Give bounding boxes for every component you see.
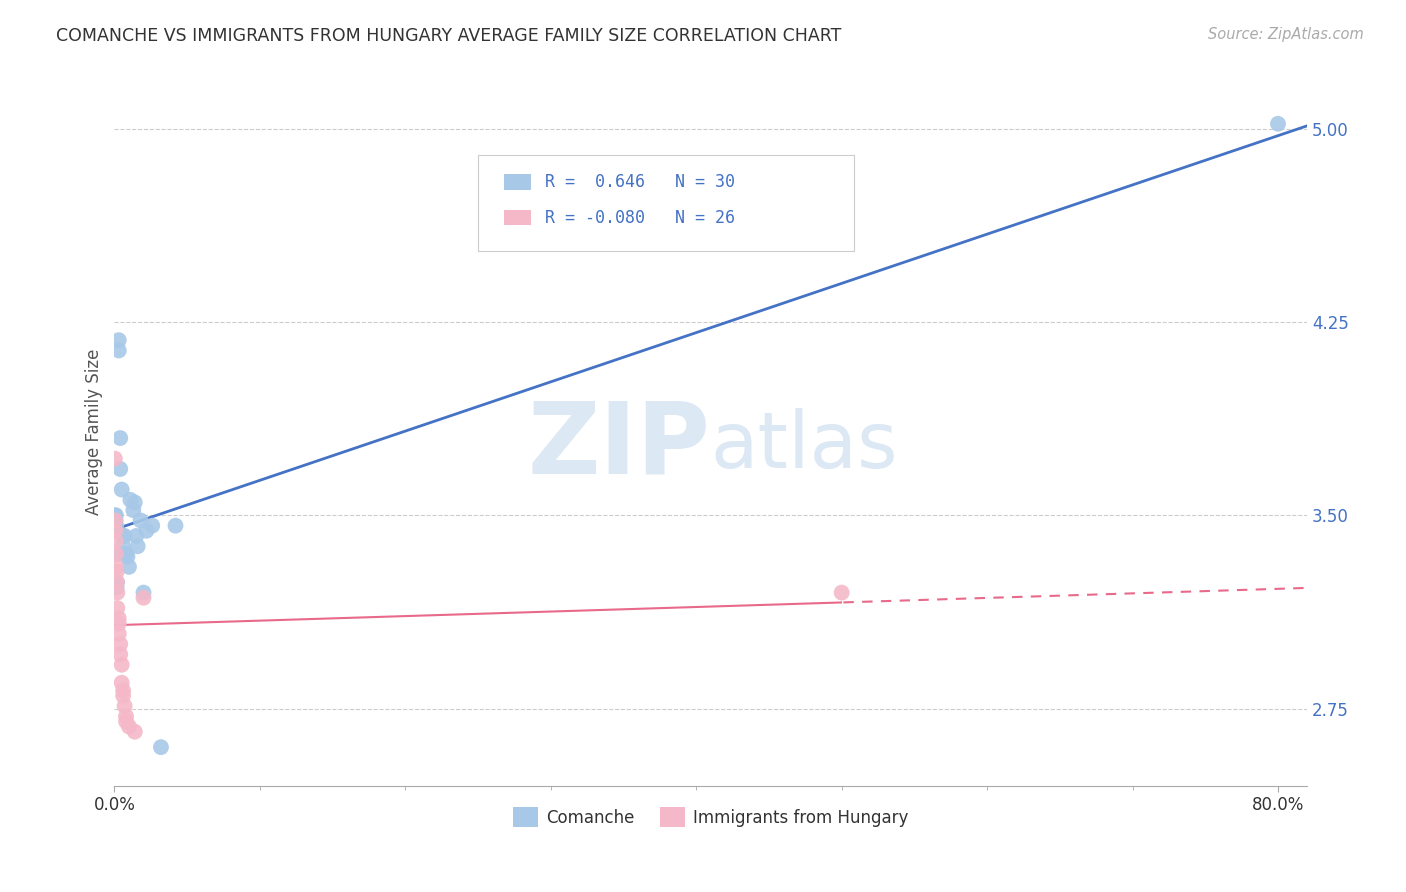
Point (114, 529, 136, 543)
Text: R = -0.080   N = 26: R = -0.080 N = 26 (546, 209, 735, 227)
Point (107, 616, 129, 631)
Text: atlas: atlas (711, 408, 898, 483)
Point (107, 611, 129, 625)
Point (132, 585, 155, 599)
Point (105, 601, 128, 615)
Point (831, 585, 853, 599)
Point (114, 698, 136, 713)
Point (107, 343, 129, 358)
Text: Source: ZipAtlas.com: Source: ZipAtlas.com (1208, 27, 1364, 42)
Point (104, 508, 127, 523)
Point (1267, 117, 1289, 131)
Point (105, 575, 128, 590)
Point (110, 637, 132, 651)
Point (105, 575, 128, 590)
Point (105, 585, 128, 599)
Point (105, 559, 128, 574)
Point (127, 539, 149, 553)
Text: R =  0.646   N = 30: R = 0.646 N = 30 (546, 173, 735, 191)
Y-axis label: Average Family Size: Average Family Size (86, 349, 103, 515)
Point (110, 462, 132, 476)
Point (118, 559, 141, 574)
Point (111, 483, 134, 497)
Text: ZIP: ZIP (527, 397, 711, 494)
Point (112, 689, 135, 703)
Point (107, 333, 129, 347)
Point (132, 591, 155, 605)
Legend: Comanche, Immigrants from Hungary: Comanche, Immigrants from Hungary (506, 800, 915, 834)
Point (141, 518, 163, 533)
Point (115, 714, 138, 729)
Point (117, 549, 139, 564)
Point (104, 451, 127, 466)
Point (112, 683, 135, 698)
Point (110, 431, 132, 445)
Point (125, 529, 148, 543)
Point (104, 513, 127, 527)
Point (115, 709, 138, 723)
Point (118, 720, 141, 734)
Point (111, 675, 134, 690)
Point (105, 581, 128, 595)
Point (111, 657, 134, 672)
Point (124, 724, 146, 739)
Bar (505, 210, 530, 226)
Point (105, 547, 128, 561)
FancyBboxPatch shape (478, 155, 853, 251)
Point (135, 524, 157, 538)
Point (120, 492, 142, 507)
Point (104, 547, 127, 561)
Point (165, 518, 187, 533)
Point (104, 534, 127, 549)
Point (112, 539, 135, 553)
Point (122, 503, 145, 517)
Point (105, 518, 128, 533)
Point (104, 508, 127, 523)
Point (107, 627, 129, 641)
Bar (505, 175, 530, 190)
Point (112, 529, 135, 543)
Point (149, 740, 172, 755)
Point (104, 513, 127, 527)
Point (110, 648, 132, 662)
Point (129, 513, 152, 527)
Point (115, 547, 138, 561)
Text: COMANCHE VS IMMIGRANTS FROM HUNGARY AVERAGE FAMILY SIZE CORRELATION CHART: COMANCHE VS IMMIGRANTS FROM HUNGARY AVER… (56, 27, 842, 45)
Point (124, 495, 146, 509)
Point (104, 524, 127, 538)
Point (105, 565, 128, 579)
